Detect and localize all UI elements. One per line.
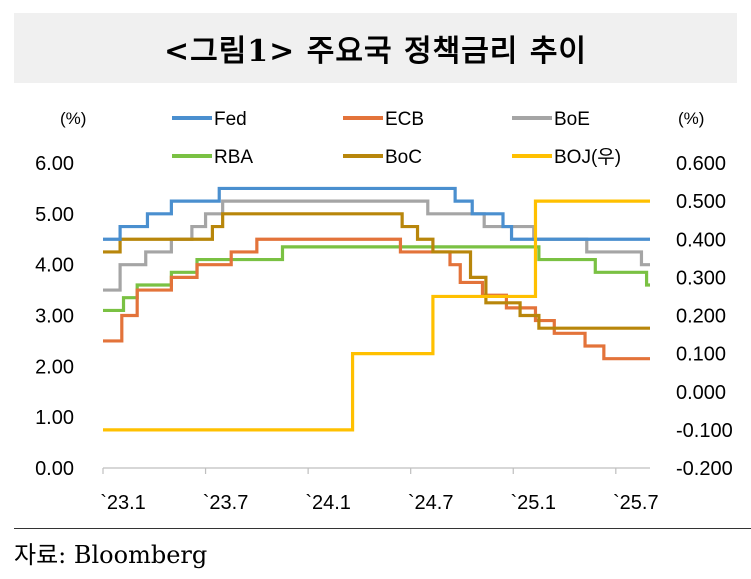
right-tick-label: 0.600 xyxy=(676,153,726,175)
left-axis-unit: (%) xyxy=(60,109,86,128)
x-tick-label: `23.7 xyxy=(203,492,249,514)
right-axis-unit: (%) xyxy=(678,109,704,128)
legend-label-fed: Fed xyxy=(214,109,247,130)
x-tick-label: `23.1 xyxy=(100,492,146,514)
x-tick-label: `24.1 xyxy=(305,492,351,514)
x-tick-label: `24.7 xyxy=(408,492,454,514)
x-tick-label: `25.7 xyxy=(613,492,659,514)
left-tick-label: 3.00 xyxy=(35,306,74,328)
left-tick-label: 4.00 xyxy=(35,255,74,277)
series-line-ecb xyxy=(103,237,650,361)
left-tick-label: 1.00 xyxy=(35,407,74,429)
series-line-rba xyxy=(103,245,650,313)
right-tick-label: 0.200 xyxy=(676,306,726,328)
chart-legend: Fed ECB BoE RBA BoC BOJ(우) xyxy=(172,109,621,168)
right-tick-label: 0.100 xyxy=(676,344,726,366)
legend-label-boe: BoE xyxy=(554,109,590,130)
series-line-boe xyxy=(103,199,650,292)
right-tick-label: 0.400 xyxy=(676,229,726,251)
legend-label-boc: BoC xyxy=(385,147,422,168)
right-tick-label: -0.100 xyxy=(676,420,733,442)
chart-axes: (%) (%) 6.00 5.00 4.00 3.00 2.00 1.00 0.00 0.600 0… xyxy=(35,109,733,514)
left-tick-label: 0.00 xyxy=(35,458,74,480)
series-line-fed xyxy=(103,186,650,241)
source-divider xyxy=(14,528,751,529)
title-bar: <그림1> 주요국 정책금리 추이 xyxy=(14,13,737,83)
legend-label-boj: BOJ(우) xyxy=(554,147,621,168)
left-tick-label: 6.00 xyxy=(35,153,74,175)
legend-label-rba: RBA xyxy=(214,147,253,168)
chart-series xyxy=(103,186,650,432)
left-tick-label: 2.00 xyxy=(35,356,74,378)
right-tick-label: 0.300 xyxy=(676,267,726,289)
x-tick-label: `25.1 xyxy=(510,492,556,514)
source-note: 자료: Bloomberg xyxy=(14,541,208,569)
chart-title: <그림1> 주요국 정책금리 추이 xyxy=(163,34,588,69)
right-tick-label: 0.500 xyxy=(676,191,726,213)
series-line-boc xyxy=(103,212,650,330)
right-tick-label: -0.200 xyxy=(676,458,733,480)
series-line-boj xyxy=(103,199,650,432)
left-tick-label: 5.00 xyxy=(35,204,74,226)
legend-label-ecb: ECB xyxy=(385,109,424,130)
right-tick-label: 0.000 xyxy=(676,382,726,404)
